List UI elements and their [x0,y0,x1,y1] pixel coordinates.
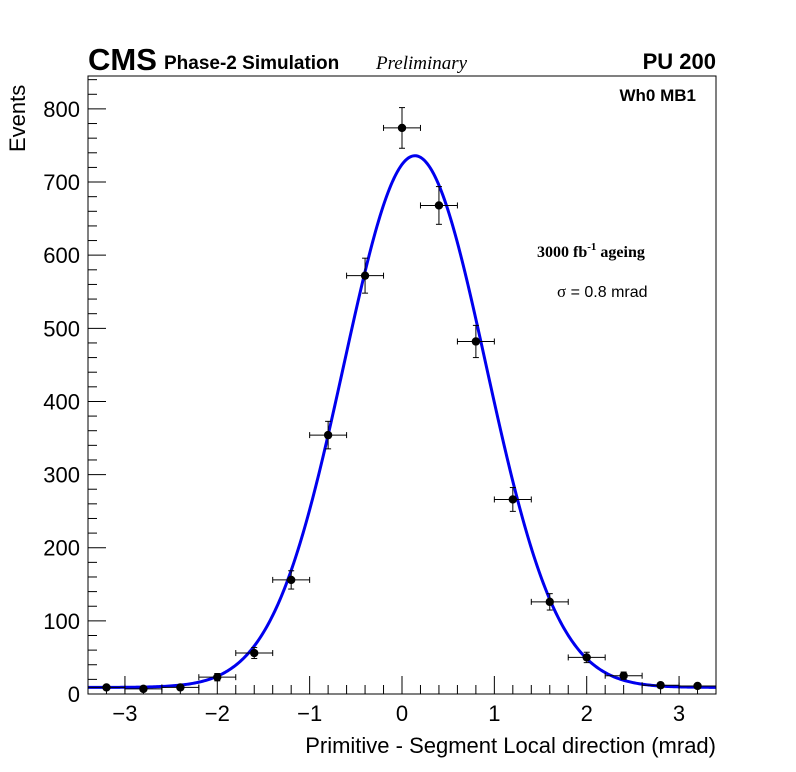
fit-layer [88,154,717,689]
point-marker [213,672,222,682]
plot-frame [87,75,717,695]
point-marker [139,684,148,694]
data-points [87,107,717,694]
sigma-symbol: σ [557,282,566,301]
pileup-label: PU 200 [643,49,716,74]
y-tick-label: 700 [43,170,80,195]
data-point [161,683,200,692]
point-marker [286,575,296,585]
ageing-suffix: ageing [596,244,644,261]
data-point [309,420,348,450]
ageing-exponent: -1 [587,241,596,253]
data-point [493,487,532,512]
y-tick-label: 0 [68,682,80,707]
sigma-label: σ = 0.8 mrad [557,282,648,301]
ageing-value: 3000 fb [537,244,587,261]
point-marker [176,683,185,692]
point-marker [582,653,591,662]
data-point [383,107,421,149]
data-point [87,683,126,692]
data-point [567,651,606,664]
x-tick-label: −2 [205,701,230,726]
y-tick-label: 300 [43,463,80,488]
fit-curve [88,154,717,689]
point-marker [545,597,554,607]
experiment-label: CMS [88,42,157,77]
x-tick-label: 0 [396,701,408,726]
point-marker [323,430,333,440]
data-point [678,681,717,691]
point-marker [434,201,444,210]
data-point [124,684,163,694]
x-tick-label: −1 [297,701,322,726]
point-marker [360,271,370,280]
y-tick-label: 500 [43,316,80,341]
point-marker [397,123,407,133]
point-marker [250,648,259,658]
ageing-label: 3000 fb-1 ageing [537,241,645,261]
simulation-label: Phase-2 Simulation [164,53,339,74]
point-marker [471,337,481,346]
data-point [272,570,311,590]
data-point [604,671,643,680]
data-point [198,672,237,682]
sigma-value: = 0.8 mrad [566,284,647,301]
data-point [419,186,458,225]
chamber-label: Wh0 MB1 [620,86,697,105]
point-marker [508,495,518,504]
y-tick-label: 600 [43,243,80,268]
x-axis-title: Primitive - Segment Local direction (mra… [305,733,716,758]
data-point [530,593,569,611]
y-tick-label: 200 [43,536,80,561]
data-point [456,324,495,359]
x-tick-label: 1 [488,701,500,726]
data-point [346,257,385,294]
data-point [235,647,274,660]
x-tick-label: 3 [673,701,685,726]
point-marker [102,683,111,692]
point-marker [693,681,702,691]
y-axis-title: Events [5,85,30,152]
status-label: Preliminary [375,53,468,74]
x-tick-label: −3 [112,701,137,726]
x-tick-label: 2 [581,701,593,726]
y-tick-label: 800 [43,97,80,122]
point-marker [656,681,665,690]
point-marker [619,671,628,680]
y-tick-label: 400 [43,389,80,414]
axes: −3 −2 −1 0 1 2 3 0 100 200 300 400 500 600 700 800 [43,79,717,726]
y-tick-label: 100 [43,609,80,634]
